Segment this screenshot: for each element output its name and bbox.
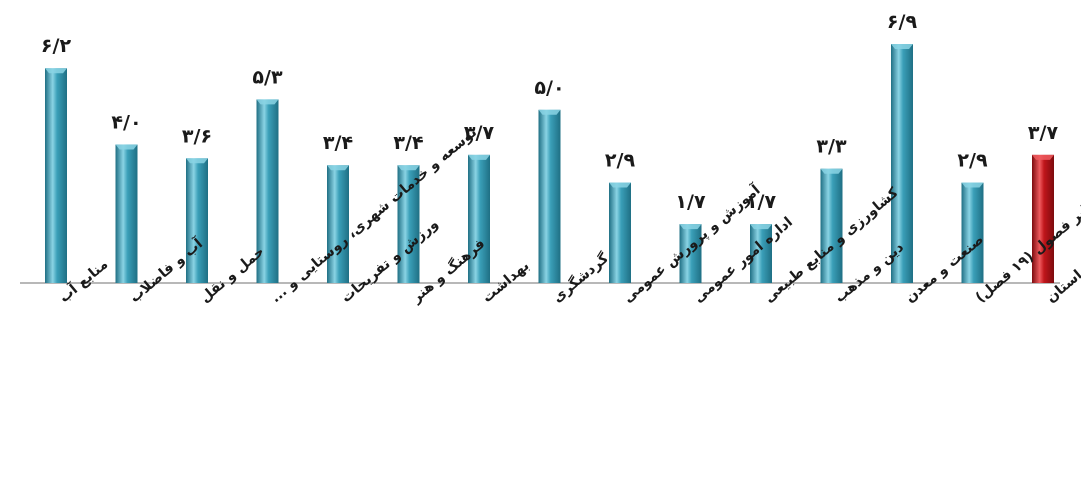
bar-3 (256, 99, 279, 283)
value-label-1: ۴/۰ (111, 111, 141, 133)
bar-cap-12 (891, 44, 913, 49)
bar-8 (609, 182, 631, 283)
bar-cap-10 (750, 224, 772, 230)
value-label-14: ۳/۷ (1028, 122, 1059, 144)
bar-cap-3 (256, 99, 279, 105)
bar-cap-5 (397, 165, 420, 171)
bar-9 (679, 224, 702, 283)
bar-cap-11 (820, 168, 843, 174)
value-label-0: ۶/۲ (41, 35, 72, 57)
bar-5 (397, 165, 420, 283)
bar-cap-4 (327, 165, 349, 171)
bar-10 (750, 224, 772, 283)
bar-1 (115, 144, 138, 283)
bar-0 (45, 68, 67, 284)
bar-12 (891, 44, 913, 283)
value-label-3: ۵/۳ (252, 66, 283, 88)
bar-14 (1032, 154, 1054, 283)
value-label-9: ۱/۷ (675, 191, 706, 213)
value-label-4: ۳/۴ (323, 132, 353, 154)
bar-cap-14 (1032, 154, 1054, 160)
value-labels-group: ۶/۲ ۴/۰ ۳/۶ ۵/۳ ۳/۴ ۳/۴ ۳/۷ ۵/۰ ۲/۹ ۱/۷ ۱/۷ ۳/۳ ۶/۹ ۲… (41, 11, 1059, 213)
bar-cap-1 (115, 144, 138, 150)
value-label-2: ۳/۶ (182, 125, 212, 147)
bars-group (45, 44, 1054, 284)
bar-2 (186, 158, 208, 283)
bar-cap-2 (186, 158, 208, 164)
bar-cap-9 (679, 224, 702, 230)
value-label-5: ۳/۴ (393, 132, 423, 154)
bar-cap-7 (538, 109, 561, 115)
value-label-7: ۵/۰ (534, 77, 564, 99)
bar-11 (820, 168, 843, 283)
value-label-11: ۳/۳ (816, 136, 847, 158)
bar-cap-8 (609, 182, 631, 188)
value-label-13: ۲/۹ (957, 150, 988, 172)
bar-cap-6 (468, 154, 490, 160)
bar-cap-0 (45, 68, 67, 74)
bar-4 (327, 165, 349, 283)
bar-13 (961, 182, 984, 283)
bar-7 (538, 109, 561, 284)
bar-6 (468, 154, 490, 283)
value-label-10: ۱/۷ (746, 191, 777, 213)
bar-cap-13 (961, 182, 984, 188)
value-label-8: ۲/۹ (605, 150, 636, 172)
value-label-6: ۳/۷ (464, 122, 495, 144)
value-label-12: ۶/۹ (887, 11, 918, 33)
